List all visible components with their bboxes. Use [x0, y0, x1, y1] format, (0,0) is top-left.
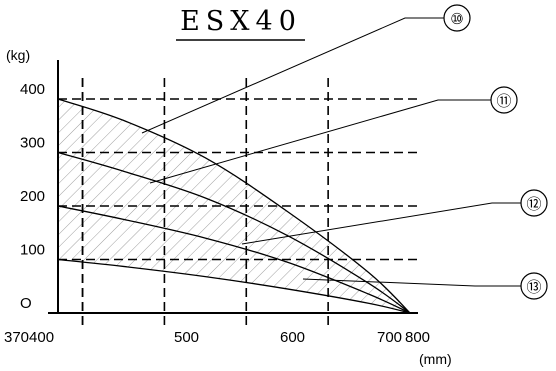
series-line: [57, 258, 411, 314]
y-tick-label: 100: [20, 242, 45, 259]
x-axis-label: (mm): [419, 351, 452, 367]
series-label: ⑩: [450, 10, 463, 28]
callout-leader-line: [141, 17, 444, 134]
y-tick-label: 200: [20, 188, 45, 205]
y-tick-label: 400: [20, 81, 45, 98]
callout-leader-line: [302, 278, 521, 287]
series-label: ⑫: [526, 195, 541, 213]
series-line: [57, 151, 411, 314]
callout-circle: [490, 86, 518, 114]
plot-area: O 100 200 300 400 500 600 700 800 370400 ⑩ ⑪ ⑫ ⑬: [4, 4, 548, 346]
y-axis-label: (kg): [6, 47, 30, 63]
callout-circle: [520, 189, 548, 217]
series-line: [57, 205, 411, 314]
y-tick-label: O: [20, 295, 32, 312]
callout-circle: [443, 4, 471, 32]
callout-leader-line: [149, 99, 491, 184]
chart-title: ESX40: [180, 6, 302, 37]
x-tick-label: 700: [377, 329, 402, 346]
series-label: ⑬: [526, 278, 541, 296]
callout-leader-line: [241, 202, 521, 245]
x-tick-label: 500: [174, 329, 199, 346]
x-tick-label: 800: [405, 329, 430, 346]
y-tick-label: 300: [20, 135, 45, 152]
callout-circle: [520, 272, 548, 300]
x-tick-label: 600: [280, 329, 305, 346]
series-line: [57, 98, 411, 314]
series-label: ⑪: [496, 92, 511, 110]
x-tick-label: 370400: [4, 329, 54, 346]
